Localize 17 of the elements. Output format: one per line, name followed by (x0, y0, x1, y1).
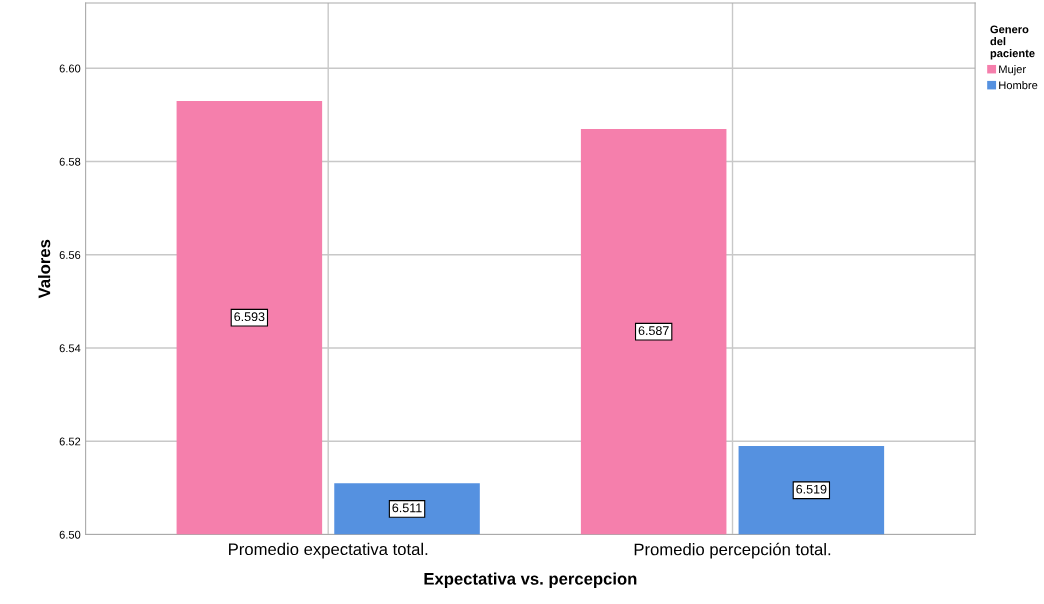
data-label: 6.593 (234, 312, 265, 322)
y-tick-label: 6.52 (59, 437, 81, 446)
legend-label: Mujer (999, 65, 1026, 76)
y-tick-label: 6.56 (59, 251, 81, 259)
data-label: 6.519 (796, 484, 827, 494)
x-tick-label: Promedio expectativa total. (229, 542, 428, 559)
y-tick-label: 6.58 (59, 157, 81, 166)
x-tick-label: Promedio percepción total. (634, 542, 831, 559)
y-tick-label: 6.50 (59, 530, 81, 539)
y-tick-label: 6.54 (59, 344, 81, 353)
y-axis-title: Valores (38, 239, 51, 299)
data-label: 6.511 (392, 503, 422, 513)
legend-label: Hombre (999, 80, 1038, 90)
data-label: 6.587 (638, 326, 669, 336)
x-axis-title: Expectativa vs. percepcion (424, 572, 637, 589)
y-tick-label: 6.60 (59, 64, 81, 73)
legend-title: Genero del paciente (990, 25, 1035, 60)
